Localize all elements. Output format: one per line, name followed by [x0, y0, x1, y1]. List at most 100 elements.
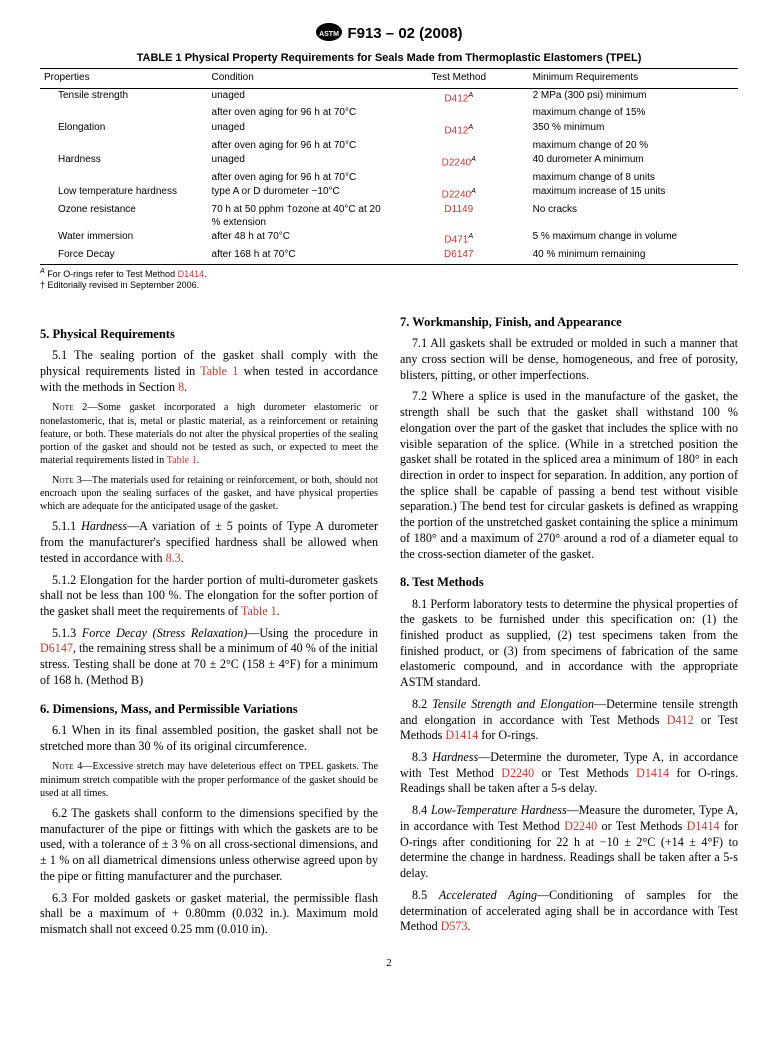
cell-condition: after 168 h at 70°C: [208, 248, 389, 264]
para-8-5: 8.5 Accelerated Aging—Conditioning of sa…: [400, 888, 738, 935]
cell-method: D2240A: [389, 185, 529, 203]
astm-logo: ASTM: [315, 22, 343, 42]
method-link[interactable]: D471: [444, 235, 468, 246]
table-col-header: Condition: [208, 69, 389, 89]
cell-property: Water immersion: [40, 230, 208, 248]
table-row: ElongationunagedD412A350 % minimum: [40, 121, 738, 139]
link-d6147[interactable]: D6147: [40, 641, 73, 655]
method-link[interactable]: D412: [444, 93, 468, 104]
section-8-title: 8. Test Methods: [400, 574, 738, 590]
cell-requirement: maximum change of 20 %: [529, 139, 738, 154]
cell-method: D6147: [389, 248, 529, 264]
cell-method: [389, 106, 529, 121]
method-link[interactable]: D2240: [442, 157, 471, 168]
note-4: Note 4—Excessive stretch may have delete…: [40, 760, 378, 800]
cell-condition: after oven aging for 96 h at 70°C: [208, 106, 389, 121]
link-d1414[interactable]: D1414: [178, 269, 205, 279]
method-link[interactable]: D412: [444, 125, 468, 136]
cell-condition: after oven aging for 96 h at 70°C: [208, 171, 389, 186]
link-table1-c[interactable]: Table 1: [241, 604, 277, 618]
link-d2240-b[interactable]: D2240: [564, 819, 597, 833]
section-6-title: 6. Dimensions, Mass, and Permissible Var…: [40, 701, 378, 717]
para-8-2: 8.2 Tensile Strength and Elongation—Dete…: [400, 697, 738, 744]
section-7-title: 7. Workmanship, Finish, and Appearance: [400, 314, 738, 330]
link-d573[interactable]: D573: [441, 919, 468, 933]
table-row: Low temperature hardnesstype A or D duro…: [40, 185, 738, 203]
para-7-2: 7.2 Where a splice is used in the manufa…: [400, 389, 738, 562]
page-header: ASTM F913 – 02 (2008): [40, 24, 738, 44]
method-link[interactable]: D2240: [442, 190, 471, 201]
table-row: Force Decayafter 168 h at 70°C D6147 40 % …: [40, 248, 738, 264]
table-row: Water immersionafter 48 h at 70°CD471A5 …: [40, 230, 738, 248]
link-8-3[interactable]: 8.3: [166, 551, 181, 565]
note-3: Note 3—The materials used for retaining …: [40, 474, 378, 514]
table-row: after oven aging for 96 h at 70°C maximum…: [40, 106, 738, 121]
footnote-dagger-text: Editorially revised in September 2006.: [45, 280, 199, 290]
body-columns: 5. Physical Requirements 5.1 The sealing…: [40, 314, 738, 945]
cell-property: Hardness: [40, 153, 208, 171]
para-5-1: 5.1 The sealing portion of the gasket sh…: [40, 348, 378, 395]
para-5-1-2: 5.1.2 Elongation for the harder portion …: [40, 573, 378, 620]
link-d2240[interactable]: D2240: [501, 766, 534, 780]
cell-requirement: 350 % minimum: [529, 121, 738, 139]
cell-requirement: 40 durometer A minimum: [529, 153, 738, 171]
cell-property: [40, 171, 208, 186]
para-8-3: 8.3 Hardness—Determine the durometer, Ty…: [400, 750, 738, 797]
cell-method: [389, 139, 529, 154]
cell-property: Elongation: [40, 121, 208, 139]
cell-method: D471A: [389, 230, 529, 248]
para-6-3: 6.3 For molded gaskets or gasket materia…: [40, 891, 378, 938]
cell-method: D412A: [389, 88, 529, 106]
link-d1414-b[interactable]: D1414: [445, 728, 478, 742]
para-8-4: 8.4 Low-Temperature Hardness—Measure the…: [400, 803, 738, 882]
table-col-header: Properties: [40, 69, 208, 89]
section-5-title: 5. Physical Requirements: [40, 326, 378, 342]
note-2: Note 2—Some gasket incorporated a high d…: [40, 401, 378, 467]
cell-condition: after oven aging for 96 h at 70°C: [208, 139, 389, 154]
table-row: Tensile strengthunagedD412A2 MPa (300 ps…: [40, 88, 738, 106]
table-col-header: Test Method: [389, 69, 529, 89]
link-d1414-d[interactable]: D1414: [687, 819, 720, 833]
cell-property: Force Decay: [40, 248, 208, 264]
cell-requirement: 2 MPa (300 psi) minimum: [529, 88, 738, 106]
method-link[interactable]: D1149: [444, 204, 473, 215]
properties-table: PropertiesConditionTest MethodMinimum Re…: [40, 68, 738, 265]
cell-condition: unaged: [208, 153, 389, 171]
para-8-1: 8.1 Perform laboratory tests to determin…: [400, 597, 738, 691]
footnote-a-text: For O-rings refer to Test Method: [45, 269, 178, 279]
table-col-header: Minimum Requirements: [529, 69, 738, 89]
table-row: after oven aging for 96 h at 70°C maximum…: [40, 139, 738, 154]
cell-condition: 70 h at 50 pphm †ozone at 40°C at 20 % e…: [208, 203, 389, 230]
cell-condition: unaged: [208, 88, 389, 106]
table-caption: TABLE 1 Physical Property Requirements f…: [40, 52, 738, 64]
table-row: Ozone resistance70 h at 50 pphm †ozone a…: [40, 203, 738, 230]
svg-text:ASTM: ASTM: [320, 31, 340, 38]
cell-requirement: maximum change of 15%: [529, 106, 738, 121]
cell-property: [40, 106, 208, 121]
cell-property: Tensile strength: [40, 88, 208, 106]
cell-requirement: maximum change of 8 units: [529, 171, 738, 186]
para-6-2: 6.2 The gaskets shall conform to the dim…: [40, 806, 378, 885]
cell-requirement: maximum increase of 15 units: [529, 185, 738, 203]
para-5-1-1: 5.1.1 Hardness—A variation of ± 5 points…: [40, 519, 378, 566]
table-row: HardnessunagedD2240A40 durometer A minim…: [40, 153, 738, 171]
link-table1[interactable]: Table 1: [200, 364, 238, 378]
para-5-1-3: 5.1.3 Force Decay (Stress Relaxation)—Us…: [40, 626, 378, 689]
link-d1414-c[interactable]: D1414: [636, 766, 669, 780]
link-d412[interactable]: D412: [667, 713, 694, 727]
table-footnotes: A For O-rings refer to Test Method D1414…: [40, 267, 738, 292]
method-link[interactable]: D6147: [444, 249, 473, 260]
cell-condition: after 48 h at 70°C: [208, 230, 389, 248]
cell-property: [40, 139, 208, 154]
link-table1-b[interactable]: Table 1: [167, 455, 197, 466]
cell-property: Low temperature hardness: [40, 185, 208, 203]
cell-method: D1149: [389, 203, 529, 230]
page-number: 2: [0, 957, 778, 969]
cell-requirement: 40 % minimum remaining: [529, 248, 738, 264]
cell-requirement: 5 % maximum change in volume: [529, 230, 738, 248]
cell-requirement: No cracks: [529, 203, 738, 230]
cell-condition: unaged: [208, 121, 389, 139]
table-row: after oven aging for 96 h at 70°C maximum…: [40, 171, 738, 186]
cell-property: Ozone resistance: [40, 203, 208, 230]
cell-method: [389, 171, 529, 186]
